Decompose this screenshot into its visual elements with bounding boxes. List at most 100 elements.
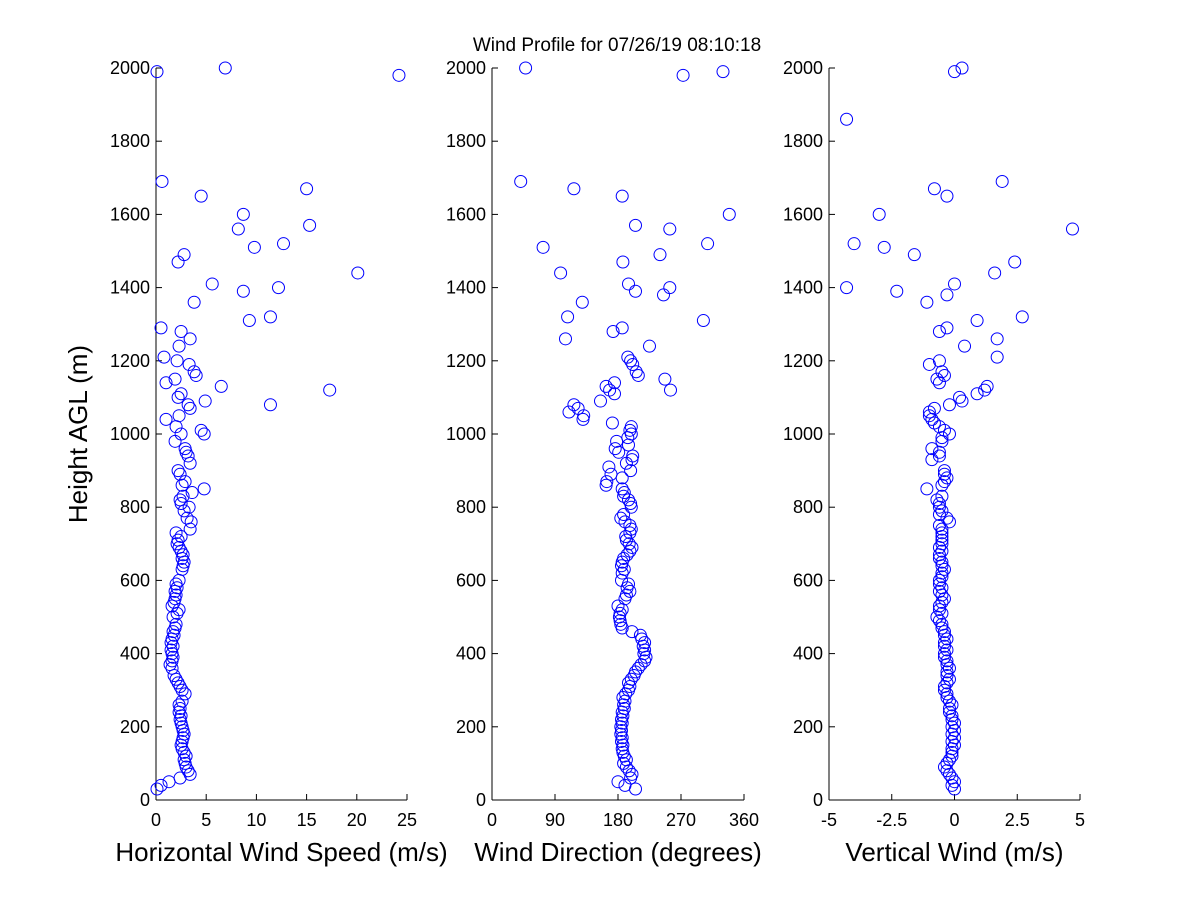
vertical-data-point xyxy=(937,368,951,382)
speed-data-point xyxy=(194,189,208,203)
direction-data-point xyxy=(638,636,652,650)
vertical-data-point xyxy=(937,562,951,576)
direction-x-tick-label: 360 xyxy=(729,810,759,830)
speed-data-point xyxy=(189,368,203,382)
speed-data-point xyxy=(154,778,168,792)
vertical-data-point xyxy=(877,240,891,254)
speed-data-point xyxy=(171,390,185,404)
vertical-y-tick-label: 1800 xyxy=(783,131,823,151)
vertical-data-point xyxy=(945,720,959,734)
direction-data-point xyxy=(554,266,568,280)
direction-y-tick-label: 1000 xyxy=(446,424,486,444)
vertical-x-axis-label: Vertical Wind (m/s) xyxy=(845,837,1063,867)
speed-y-tick-label: 200 xyxy=(120,717,150,737)
vertical-y-tick-label: 0 xyxy=(813,790,823,810)
vertical-data-point xyxy=(935,526,949,540)
panel-vertical-wind: 0 200 400 600 800 1000 1200 1400 1600 1800 2000 -5 -… xyxy=(783,58,1085,867)
direction-x-tick-label: 90 xyxy=(545,810,565,830)
speed-y-tick-label: 1000 xyxy=(110,424,150,444)
direction-data-point xyxy=(602,460,616,474)
direction-data-point xyxy=(613,606,627,620)
vertical-data-point xyxy=(948,277,961,291)
direction-data-point xyxy=(696,314,710,328)
speed-data-point xyxy=(174,387,188,401)
vertical-data-point xyxy=(995,174,1009,188)
speed-data-point xyxy=(247,240,261,254)
speed-data-point xyxy=(171,676,185,690)
vertical-data-point xyxy=(935,533,949,547)
vertical-data-point xyxy=(953,390,967,404)
vertical-data-point xyxy=(935,544,949,558)
direction-data-point xyxy=(625,625,639,639)
vertical-data-point xyxy=(935,606,949,620)
direction-data-point xyxy=(624,464,638,478)
speed-y-tick-label: 1200 xyxy=(110,351,150,371)
speed-x-tick-label: 0 xyxy=(151,810,161,830)
vertical-data-point xyxy=(940,676,954,690)
vertical-data-point xyxy=(937,647,951,661)
vertical-x-tick-label: 0 xyxy=(949,810,959,830)
speed-data-point xyxy=(176,489,190,503)
direction-data-point xyxy=(624,672,638,686)
direction-data-point xyxy=(608,376,621,390)
speed-data-point xyxy=(271,281,285,295)
direction-data-point xyxy=(514,174,528,188)
direction-data-point xyxy=(575,295,589,309)
vertical-data-point xyxy=(922,409,936,423)
direction-data-point xyxy=(617,562,631,576)
direction-data-point xyxy=(612,445,626,459)
vertical-data-point xyxy=(940,471,954,485)
vertical-data-point xyxy=(935,581,949,595)
speed-data-point xyxy=(183,332,197,346)
speed-data-point xyxy=(150,782,164,796)
speed-data-point xyxy=(159,412,173,426)
vertical-data-point xyxy=(930,372,944,386)
vertical-data-point xyxy=(937,625,951,639)
vertical-data-point xyxy=(840,281,854,295)
direction-data-point xyxy=(624,420,638,434)
direction-data-point xyxy=(619,753,633,767)
direction-y-tick-label: 0 xyxy=(476,790,486,810)
vertical-y-tick-label: 2000 xyxy=(783,58,823,78)
direction-data-point xyxy=(629,218,642,232)
direction-data-point xyxy=(611,775,625,789)
vertical-data-point xyxy=(937,475,951,489)
speed-data-point xyxy=(164,643,178,657)
vertical-data-point xyxy=(937,650,951,664)
direction-data-point xyxy=(643,339,656,353)
speed-data-point xyxy=(165,661,179,675)
direction-data-point xyxy=(653,248,667,262)
vertical-data-point xyxy=(942,672,956,686)
direction-x-axis-label: Wind Direction (degrees) xyxy=(474,837,762,867)
direction-data-point xyxy=(626,449,640,463)
speed-data-point xyxy=(150,65,164,79)
direction-x-tick-label: 0 xyxy=(487,810,497,830)
speed-data-point xyxy=(185,486,199,500)
vertical-data-point xyxy=(940,321,954,335)
speed-y-tick-label: 1600 xyxy=(110,204,150,224)
vertical-data-point xyxy=(970,387,984,401)
vertical-data-point xyxy=(937,464,951,478)
vertical-data-point xyxy=(940,643,954,657)
direction-data-point xyxy=(559,332,572,346)
direction-data-point xyxy=(614,511,628,525)
direction-data-point xyxy=(615,321,629,335)
speed-data-point xyxy=(182,500,196,514)
direction-data-point xyxy=(617,508,631,522)
vertical-data-point xyxy=(935,537,949,551)
vertical-data-point xyxy=(932,584,946,598)
vertical-data-point xyxy=(927,401,941,415)
vertical-data-point xyxy=(945,771,959,785)
speed-data-point xyxy=(173,493,187,507)
direction-data-point xyxy=(608,442,622,456)
vertical-y-tick-label: 1400 xyxy=(783,278,823,298)
direction-data-point xyxy=(621,350,635,364)
direction-data-point xyxy=(624,354,638,368)
vertical-data-point xyxy=(935,621,949,635)
speed-data-point xyxy=(175,694,189,708)
speed-data-point xyxy=(263,398,277,412)
vertical-data-point xyxy=(945,698,959,712)
vertical-data-point xyxy=(840,112,854,126)
vertical-data-point xyxy=(1015,310,1029,324)
speed-data-point xyxy=(174,325,188,339)
